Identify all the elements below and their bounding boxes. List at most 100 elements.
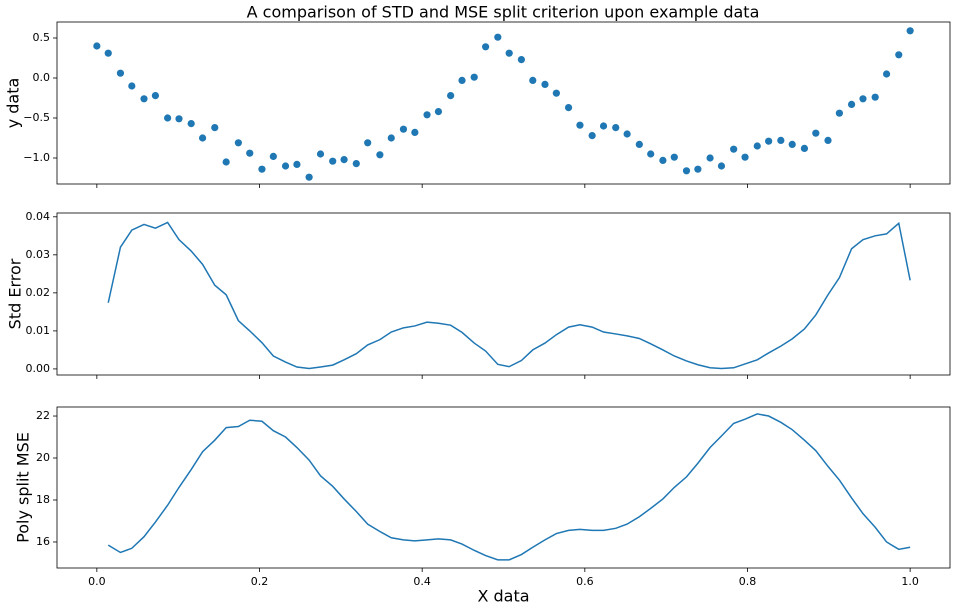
point	[612, 124, 620, 132]
axes-frame	[56, 212, 951, 376]
point	[895, 51, 903, 59]
point	[482, 43, 490, 51]
y-axis-label: Std Error	[6, 258, 25, 329]
point	[588, 132, 596, 140]
point	[494, 33, 502, 41]
y-tick-label: 0.01	[26, 324, 51, 337]
point	[376, 151, 384, 159]
point	[670, 153, 678, 161]
point	[234, 139, 242, 147]
point	[93, 42, 101, 50]
point	[423, 111, 431, 119]
y-tick-label: 0.5	[33, 31, 51, 44]
x-tick-label: 0.4	[413, 575, 431, 588]
point	[387, 134, 395, 142]
point	[871, 93, 879, 101]
y-axis-label: Poly split MSE	[14, 432, 33, 543]
point	[788, 140, 796, 148]
point	[717, 162, 726, 170]
point	[140, 95, 148, 103]
point	[505, 49, 513, 57]
point	[246, 149, 254, 157]
point	[835, 109, 843, 117]
point	[411, 128, 419, 136]
point	[906, 27, 914, 35]
chart-title: A comparison of STD and MSE split criter…	[247, 3, 760, 22]
point	[399, 125, 408, 133]
point	[599, 122, 608, 130]
point	[730, 145, 738, 153]
point	[564, 104, 573, 112]
line	[107, 221, 911, 370]
point	[706, 154, 714, 162]
y-tick-label: 0.00	[26, 362, 51, 375]
point	[258, 165, 266, 173]
point	[222, 158, 230, 166]
point	[576, 121, 584, 129]
y-tick-label: −1.0	[23, 151, 50, 164]
point	[882, 70, 891, 78]
point	[635, 140, 643, 148]
point	[777, 136, 785, 144]
point	[151, 92, 160, 100]
point	[164, 114, 172, 122]
point	[434, 108, 443, 116]
x-axis-label: X data	[477, 587, 529, 606]
point	[128, 82, 136, 90]
y-tick-label: 20	[36, 451, 50, 464]
y-tick-label: 18	[36, 493, 50, 506]
point	[458, 76, 466, 84]
point	[812, 129, 820, 137]
y-tick-label: 0.04	[26, 210, 51, 223]
x-tick-label: 0.2	[251, 575, 269, 588]
x-tick-label: 0.6	[576, 575, 594, 588]
point	[305, 173, 313, 181]
point	[859, 95, 867, 103]
point	[211, 124, 219, 132]
point	[659, 156, 667, 164]
line	[107, 413, 911, 561]
point	[447, 92, 455, 100]
point	[116, 69, 125, 77]
axes-frame	[56, 406, 951, 569]
point	[765, 137, 773, 145]
point	[104, 49, 112, 57]
y-tick-label: 22	[36, 409, 50, 422]
point	[847, 100, 856, 108]
point	[187, 120, 195, 128]
point	[824, 136, 832, 144]
point	[329, 157, 337, 165]
x-tick-label: 0.0	[88, 575, 106, 588]
point	[352, 160, 360, 168]
point	[800, 144, 809, 152]
point	[552, 89, 560, 97]
point	[364, 139, 372, 147]
point	[741, 153, 749, 161]
axes-frame	[56, 21, 951, 185]
y-tick-label: 0.0	[33, 71, 51, 84]
point	[694, 165, 702, 173]
x-tick-label: 0.8	[739, 575, 757, 588]
point	[198, 134, 207, 142]
point	[340, 156, 348, 164]
point	[281, 162, 290, 170]
point	[529, 76, 537, 84]
point	[269, 152, 277, 160]
point	[470, 73, 478, 81]
y-tick-label: 16	[36, 535, 50, 548]
x-tick-label: 1.0	[901, 575, 919, 588]
y-axis-label: y data	[4, 78, 23, 129]
point	[753, 142, 761, 150]
point	[647, 150, 655, 158]
y-tick-label: 0.02	[26, 286, 51, 299]
y-tick-label: 0.03	[26, 248, 51, 261]
point	[316, 150, 325, 158]
y-tick-label: −0.5	[23, 111, 50, 124]
point	[175, 115, 183, 123]
point	[293, 160, 301, 168]
point	[541, 80, 549, 88]
point	[682, 167, 691, 175]
point	[517, 56, 525, 64]
